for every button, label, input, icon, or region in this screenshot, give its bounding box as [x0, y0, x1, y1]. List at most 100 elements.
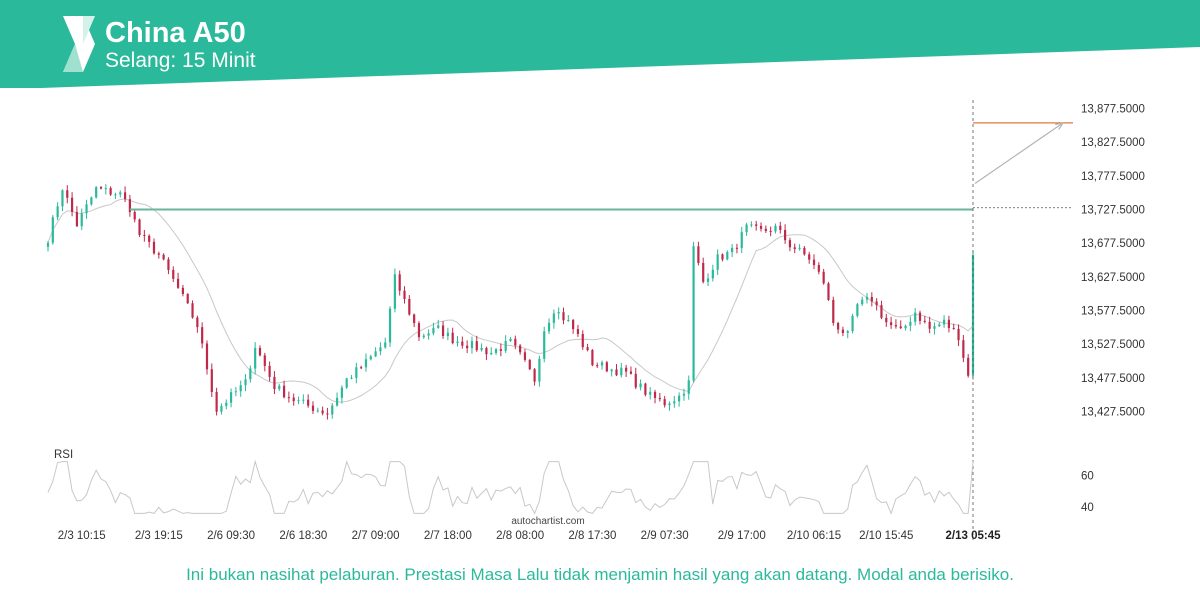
candle	[143, 229, 146, 242]
candle	[374, 347, 377, 358]
candle-body	[417, 323, 421, 338]
y-tick-label: 13,627.5000	[1081, 272, 1145, 284]
candle	[663, 395, 666, 408]
candle-body	[355, 367, 358, 378]
candle-body	[148, 235, 151, 242]
candles	[46, 184, 975, 420]
header-banner: China A50 Selang: 15 Minit	[0, 0, 1200, 90]
candle	[653, 389, 657, 404]
candle-body	[350, 377, 353, 379]
candle	[466, 340, 469, 354]
candle	[721, 253, 724, 262]
candle	[528, 358, 531, 371]
candle-body	[186, 293, 189, 304]
candle-body	[90, 197, 93, 205]
candle	[538, 355, 541, 387]
candle-body	[865, 296, 869, 300]
candle-body	[273, 376, 276, 390]
candle	[278, 383, 281, 392]
candle	[629, 366, 633, 375]
candle-body	[210, 369, 213, 393]
candle-body	[851, 315, 854, 332]
candle-body	[572, 319, 575, 330]
candle-body	[904, 325, 907, 329]
candle-body	[567, 319, 570, 321]
candle-body	[615, 369, 618, 376]
candle	[716, 249, 719, 275]
candle	[485, 346, 488, 361]
candle-body	[634, 373, 637, 388]
candle-body	[692, 246, 695, 381]
candle	[586, 343, 589, 352]
candle	[254, 342, 257, 375]
y-tick-label: 13,877.5000	[1081, 103, 1145, 115]
candle	[822, 268, 825, 285]
candle	[909, 316, 912, 332]
candle-body	[205, 343, 209, 370]
candle-body	[157, 253, 160, 255]
candle	[572, 318, 575, 334]
candle	[388, 306, 392, 347]
candle	[759, 222, 763, 232]
candle-body	[846, 331, 849, 333]
candle	[682, 388, 686, 401]
candle-body	[620, 367, 623, 376]
candle-body	[75, 211, 79, 227]
candle-body	[215, 392, 218, 412]
candle-body	[66, 190, 69, 198]
candle	[427, 329, 430, 340]
candle	[292, 393, 295, 406]
candle-body	[764, 228, 767, 231]
candle-body	[547, 322, 551, 332]
candle	[417, 321, 421, 341]
candle	[355, 362, 358, 384]
candle-body	[99, 187, 103, 189]
candle-body	[788, 240, 792, 248]
candle	[234, 387, 237, 397]
candle-body	[885, 317, 888, 323]
x-tick-label: 2/6 18:30	[279, 530, 327, 542]
candle	[80, 208, 83, 231]
candle-body	[441, 325, 445, 337]
candle-body	[514, 338, 517, 346]
candle	[576, 324, 580, 337]
candle	[610, 368, 613, 377]
rsi-tick-label: 60	[1081, 471, 1094, 483]
candle-body	[504, 340, 507, 351]
candle	[480, 343, 483, 352]
candle-body	[123, 192, 127, 200]
candle	[364, 353, 368, 372]
candle-body	[596, 365, 599, 367]
interval-label: Selang: 15 Minit	[105, 49, 256, 72]
candle	[119, 190, 122, 198]
candle-body	[967, 357, 970, 376]
candle	[837, 321, 840, 334]
candle	[393, 268, 396, 313]
candle-body	[114, 194, 117, 196]
candle-body	[784, 229, 787, 241]
candle	[229, 388, 233, 408]
candle-body	[769, 230, 772, 232]
candle-body	[856, 304, 859, 316]
candle-body	[861, 299, 864, 305]
candle	[287, 391, 290, 403]
y-tick-label: 13,527.5000	[1081, 339, 1145, 351]
y-tick-label: 13,477.5000	[1081, 373, 1145, 385]
candle	[75, 206, 79, 228]
candle	[817, 262, 820, 275]
candle	[360, 365, 363, 370]
candle-body	[201, 327, 204, 344]
candle	[562, 307, 565, 325]
candle	[880, 300, 883, 320]
candle-body	[740, 232, 743, 249]
candle-body	[282, 385, 286, 398]
candle-body	[957, 328, 960, 341]
candle	[557, 307, 560, 320]
candle-body	[509, 338, 512, 341]
candle-body	[523, 352, 527, 360]
candle-body	[109, 188, 112, 195]
candle-body	[263, 355, 266, 366]
candle-body	[393, 274, 396, 309]
candle	[249, 365, 252, 383]
